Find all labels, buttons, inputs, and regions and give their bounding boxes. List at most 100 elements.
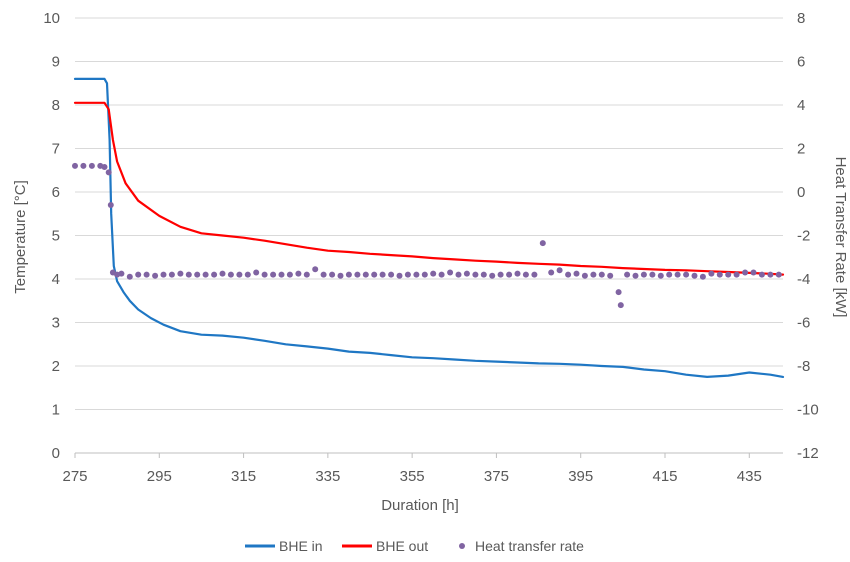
heat-rate-point (716, 271, 723, 278)
y-axis-label: Temperature [°C] (12, 180, 29, 294)
y2-tick-label: -12 (797, 445, 819, 462)
heat-rate-point (168, 271, 175, 278)
heat-rate-point (447, 269, 454, 276)
gridlines (75, 17, 783, 410)
heat-rate-point (194, 271, 201, 278)
heat-rate-point (396, 272, 403, 279)
x-tick-label: 375 (484, 468, 509, 485)
y2-tick-label: -4 (797, 271, 810, 288)
x-tick-label: 395 (568, 468, 593, 485)
heat-rate-point (430, 270, 437, 277)
heat-rate-point (472, 271, 479, 278)
y-tick-label: 4 (52, 271, 60, 288)
heat-rate-point (253, 269, 260, 276)
heat-rate-point (624, 271, 631, 278)
y2-tick-label: -2 (797, 228, 810, 245)
heat-rate-point (640, 271, 647, 278)
heat-rate-point (565, 271, 572, 278)
y2-tick-label: -8 (797, 358, 810, 375)
heat-rate-point (573, 270, 580, 277)
heat-rate-point (514, 270, 521, 277)
heat-rate-point (362, 271, 369, 278)
legend: BHE in BHE out Heat transfer rate (245, 538, 584, 554)
heat-rate-point (379, 271, 386, 278)
heat-rate-point (105, 169, 112, 176)
heat-rate-point (329, 271, 336, 278)
heat-rate-point (497, 271, 504, 278)
heat-rate-point (750, 269, 757, 276)
y-tick-label: 8 (52, 97, 60, 114)
heat-rate-point (312, 266, 319, 273)
heat-rate-point (480, 271, 487, 278)
heat-rate-point (699, 273, 706, 280)
heat-rate-point (775, 271, 782, 278)
heat-rate-point (438, 271, 445, 278)
x-axis-label: Duration [h] (381, 497, 459, 514)
heat-rate-point (548, 269, 555, 276)
legend-item-bhe-in: BHE in (245, 538, 323, 554)
y-tick-label: 1 (52, 402, 60, 419)
heat-rate-point (463, 270, 470, 277)
y2-tick-label: -6 (797, 315, 810, 332)
series-bhe-in-line (73, 77, 785, 378)
y2-tick-label: -10 (797, 402, 819, 419)
heat-rate-point (632, 272, 639, 279)
y2-tick-label: 8 (797, 10, 805, 27)
legend-item-heat-rate: Heat transfer rate (459, 538, 584, 554)
legend-label-bhe-in: BHE in (279, 538, 323, 554)
heat-rate-point (118, 270, 125, 277)
y-tick-label: 5 (52, 228, 60, 245)
heat-rate-point (556, 267, 563, 274)
series-layer (72, 77, 785, 378)
heat-rate-point (80, 162, 87, 169)
heat-rate-point (581, 272, 588, 279)
heat-rate-point (531, 271, 538, 278)
heat-rate-point (421, 271, 428, 278)
heat-rate-point (489, 272, 496, 279)
x-tick-label: 335 (315, 468, 340, 485)
x-tick-label: 435 (737, 468, 762, 485)
heat-rate-point (211, 271, 218, 278)
heat-rate-point (135, 271, 142, 278)
heat-rate-point (683, 271, 690, 278)
heat-rate-point (236, 271, 243, 278)
legend-item-bhe-out: BHE out (342, 538, 428, 554)
heat-rate-point (455, 271, 462, 278)
heat-rate-point (758, 271, 765, 278)
heat-rate-point (270, 271, 277, 278)
y-tick-label: 10 (43, 10, 60, 27)
heat-rate-point (202, 271, 209, 278)
heat-rate-point (388, 271, 395, 278)
heat-rate-point (615, 289, 622, 296)
y2-axis-label: Heat Transfer Rate [kW] (832, 157, 849, 318)
y-tick-label: 3 (52, 315, 60, 332)
legend-label-bhe-out: BHE out (376, 538, 428, 554)
heat-rate-point (303, 271, 310, 278)
heat-rate-point (708, 270, 715, 277)
heat-rate-point (607, 272, 614, 279)
heat-rate-point (185, 271, 192, 278)
heat-rate-point (539, 240, 546, 247)
heat-rate-point (219, 270, 226, 277)
heat-rate-point (742, 269, 749, 276)
heat-rate-point (598, 271, 605, 278)
y-tick-label: 7 (52, 141, 60, 158)
y2-tick-label: 2 (797, 141, 805, 158)
heat-rate-point (295, 270, 302, 277)
heat-rate-point (691, 272, 698, 279)
heat-rate-point (767, 271, 774, 278)
heat-rate-point (617, 302, 624, 309)
heat-rate-point (345, 271, 352, 278)
heat-rate-point (506, 271, 513, 278)
heat-rate-point (278, 271, 285, 278)
x-tick-label: 275 (62, 468, 87, 485)
x-tick-label: 355 (400, 468, 425, 485)
heat-rate-point (413, 271, 420, 278)
series-bhe-out-line (73, 101, 785, 276)
y-tick-label: 9 (52, 54, 60, 71)
x-tick-label: 415 (652, 468, 677, 485)
heat-rate-point (177, 270, 184, 277)
heat-rate-point (101, 164, 108, 170)
heat-rate-point (320, 271, 327, 278)
